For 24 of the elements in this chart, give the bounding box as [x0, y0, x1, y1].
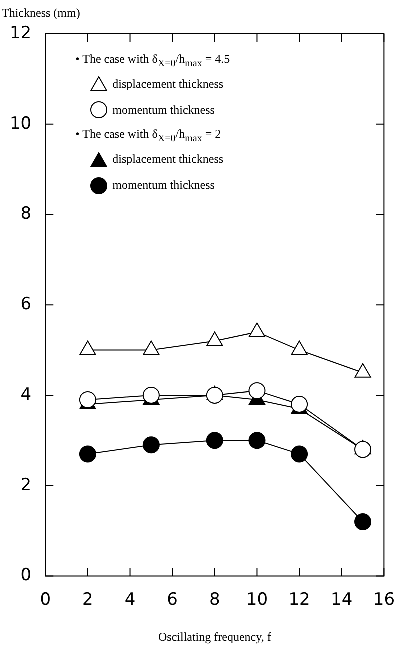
y-tick-label: 2	[20, 475, 32, 496]
x-tick-label: 2	[82, 590, 94, 610]
annotation: • The case with δ$_{X=0}$/h$_{max}$ = 2	[76, 127, 222, 145]
y-tick-label: 4	[20, 384, 32, 405]
y-tick-label: 0	[20, 566, 32, 586]
y-axis-title: Thickness (mm)	[2, 6, 80, 20]
x-tick-label: 8	[209, 590, 220, 610]
legend-label: displacement thickness	[112, 152, 224, 168]
y-tick-label: 8	[20, 204, 32, 224]
x-axis-title: Oscillating frequency, f	[158, 630, 272, 644]
annotation: • The case with δ$_{X=0}$/h$_{max}$ = 4.5	[76, 52, 230, 70]
x-tick-label: 0	[40, 590, 52, 610]
legend-label: displacement thickness	[112, 76, 224, 92]
x-tick-label: 6	[167, 590, 178, 610]
legend-label: momentum thickness	[112, 178, 215, 194]
x-tick-label: 14	[331, 590, 353, 610]
y-tick-label: 10	[10, 114, 32, 134]
y-tick-label: 12	[10, 23, 32, 44]
x-tick-label: 16	[373, 590, 396, 610]
legend-label: momentum thickness	[112, 102, 215, 118]
x-tick-label: 10	[246, 590, 268, 610]
y-tick-label: 6	[20, 294, 32, 315]
x-tick-label: 4	[124, 590, 136, 610]
x-tick-label: 12	[288, 590, 310, 610]
